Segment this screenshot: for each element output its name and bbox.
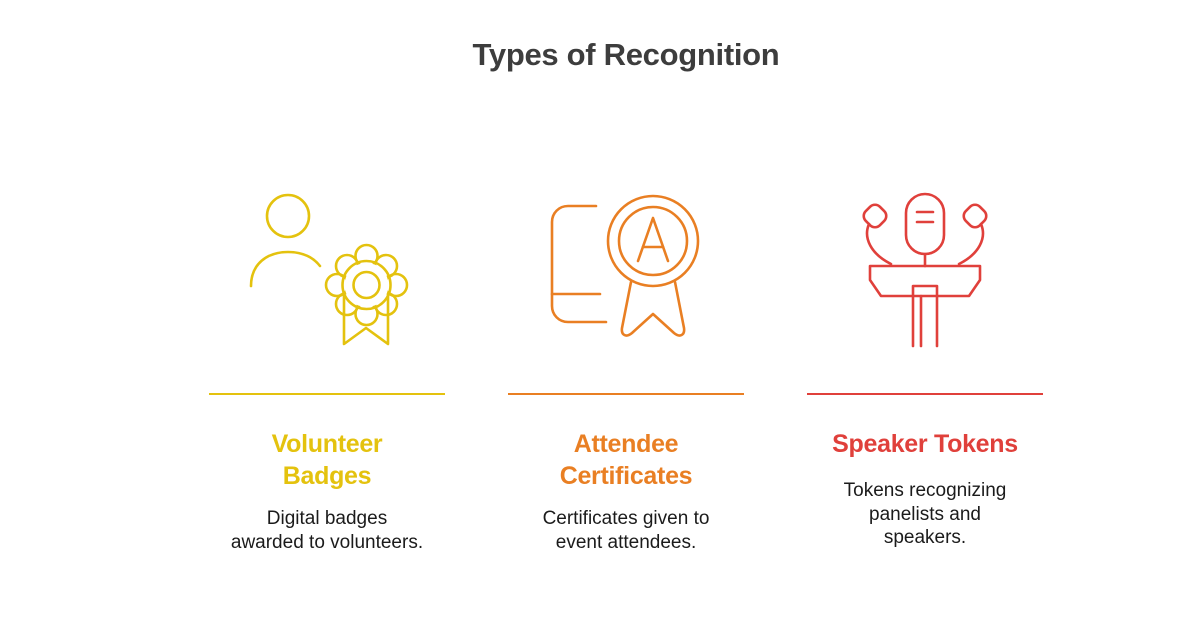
card-heading-line: Speaker Tokens	[832, 430, 1018, 458]
card-heading-line: Badges	[282, 462, 372, 490]
card-heading: Volunteer Badges	[189, 428, 465, 492]
card-heading: Speaker Tokens	[787, 428, 1063, 460]
card-description-line: event attendees.	[555, 531, 697, 553]
card-description: Digital badges awarded to volunteers.	[199, 507, 455, 554]
recognition-card-speaker-tokens: Speaker Tokens Tokens recognizing paneli…	[807, 0, 1043, 620]
certificate-ribbon-icon	[526, 186, 726, 356]
card-description-line: awarded to volunteers.	[230, 531, 424, 553]
card-description-line: Certificates given to	[542, 508, 710, 529]
card-description: Certificates given to event attendees.	[498, 507, 754, 554]
divider-line	[508, 393, 744, 395]
recognition-card-volunteer-badges: Volunteer Badges Digital badges awarded …	[209, 0, 445, 620]
recognition-card-attendee-certificates: Attendee Certificates Certificates given…	[508, 0, 744, 620]
card-description: Tokens recognizing panelists and speaker…	[797, 479, 1053, 550]
card-description-line: Digital badges	[266, 508, 388, 529]
card-description-line: Tokens recognizing	[843, 480, 1007, 501]
card-heading: Attendee Certificates	[488, 428, 764, 492]
volunteer-badge-icon	[227, 186, 427, 356]
card-heading-line: Volunteer	[271, 430, 383, 458]
card-heading-line: Certificates	[559, 462, 693, 490]
speaker-podium-icon	[825, 186, 1025, 356]
divider-line	[807, 393, 1043, 395]
card-description-line: panelists and	[869, 503, 981, 525]
card-description-line: speakers.	[883, 527, 967, 548]
divider-line	[209, 393, 445, 395]
card-heading-line: Attendee	[573, 430, 679, 458]
page-title: Types of Recognition	[472, 37, 780, 72]
